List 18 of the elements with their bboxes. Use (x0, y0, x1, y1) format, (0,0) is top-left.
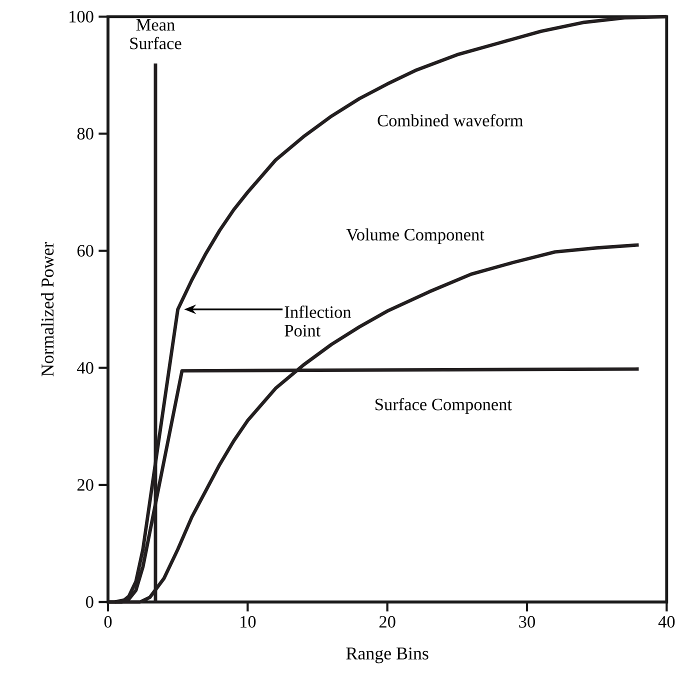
annotation: Inflection Point (284, 306, 352, 336)
y-tick-label: 100 (70, 10, 94, 22)
y-tick-label: 20 (77, 479, 94, 491)
x-tick-label: 40 (658, 616, 675, 628)
series-label: Surface Component (376, 398, 512, 414)
x-tick-label: 30 (519, 616, 535, 628)
x-tick-label: 0 (104, 616, 112, 628)
x-tick-label: 20 (379, 616, 396, 628)
series-label: Mean Surface (130, 19, 182, 50)
y-tick-label: 0 (86, 596, 94, 608)
y-axis-title: Normalized Power (41, 242, 54, 376)
y-tick-label: 40 (77, 362, 94, 374)
y-tick-label: 60 (77, 244, 94, 257)
y-tick-label: 80 (77, 128, 94, 140)
x-axis-title: Range Bins (346, 647, 428, 664)
series-label: Combined waveform (378, 114, 524, 126)
x-tick-label: 10 (240, 616, 256, 628)
series-label: Volume Component (346, 228, 484, 244)
